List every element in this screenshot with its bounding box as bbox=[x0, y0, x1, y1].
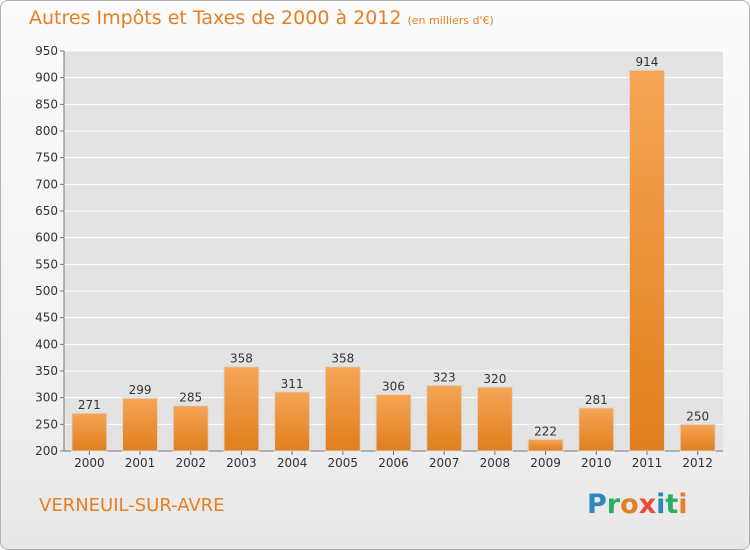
bar bbox=[527, 438, 564, 452]
y-tick-label: 400 bbox=[35, 337, 58, 351]
y-tick-label: 300 bbox=[35, 391, 58, 405]
bar bbox=[578, 407, 615, 452]
x-tick-label: 2002 bbox=[175, 456, 206, 470]
y-tick-label: 550 bbox=[35, 257, 58, 271]
y-tick-label: 800 bbox=[35, 124, 58, 138]
bar bbox=[122, 397, 159, 452]
logo-letter: P bbox=[587, 489, 607, 520]
plot-area bbox=[64, 51, 723, 451]
x-tick-label: 2005 bbox=[328, 456, 359, 470]
y-tick-label: 900 bbox=[35, 71, 58, 85]
logo-letter: x bbox=[638, 489, 657, 520]
bar-value-label: 914 bbox=[636, 55, 659, 69]
place-name: VERNEUIL-SUR-AVRE bbox=[39, 495, 225, 516]
x-tick-label: 2008 bbox=[480, 456, 511, 470]
y-tick-label: 200 bbox=[35, 444, 58, 458]
proxiti-logo: Proxiti bbox=[587, 489, 688, 520]
x-tick-label: 2007 bbox=[429, 456, 460, 470]
bar bbox=[324, 366, 361, 452]
bar-value-label: 250 bbox=[686, 409, 709, 423]
y-tick-label: 750 bbox=[35, 151, 58, 165]
x-tick-label: 2009 bbox=[530, 456, 561, 470]
x-tick-label: 2000 bbox=[74, 456, 105, 470]
x-tick-label: 2004 bbox=[277, 456, 308, 470]
x-tick-label: 2012 bbox=[682, 456, 713, 470]
y-tick-label: 500 bbox=[35, 284, 58, 298]
chart-title: Autres Impôts et Taxes de 2000 à 2012 (en… bbox=[29, 7, 494, 29]
bar bbox=[426, 384, 463, 452]
bar-value-label: 299 bbox=[129, 383, 152, 397]
bar-value-label: 281 bbox=[585, 393, 608, 407]
x-tick-label: 2011 bbox=[632, 456, 663, 470]
bar-value-label: 323 bbox=[433, 370, 456, 384]
y-tick-label: 600 bbox=[35, 231, 58, 245]
y-tick-label: 450 bbox=[35, 311, 58, 325]
chart-title-text: Autres Impôts et Taxes de 2000 à 2012 bbox=[29, 7, 402, 29]
bar-value-label: 358 bbox=[230, 352, 253, 366]
logo-letter: i bbox=[678, 489, 688, 520]
y-tick-label: 700 bbox=[35, 177, 58, 191]
bar bbox=[628, 69, 665, 452]
bar bbox=[223, 366, 260, 452]
bar bbox=[71, 412, 108, 452]
y-tick-label: 350 bbox=[35, 364, 58, 378]
y-tick-label: 850 bbox=[35, 97, 58, 111]
bar bbox=[274, 391, 311, 452]
logo-letter: t bbox=[665, 489, 679, 520]
logo-letter: i bbox=[656, 489, 666, 520]
y-tick-label: 950 bbox=[35, 44, 58, 58]
y-tick-label: 250 bbox=[35, 417, 58, 431]
x-tick-label: 2010 bbox=[581, 456, 612, 470]
bar-value-label: 285 bbox=[179, 391, 202, 405]
bar-value-label: 306 bbox=[382, 379, 405, 393]
x-tick-label: 2001 bbox=[125, 456, 156, 470]
x-tick-label: 2006 bbox=[378, 456, 409, 470]
chart-subtitle: (en milliers d'€) bbox=[407, 14, 494, 27]
bar bbox=[476, 386, 513, 452]
bar-value-label: 271 bbox=[78, 398, 101, 412]
logo-letter: r bbox=[606, 489, 621, 520]
bar-value-label: 358 bbox=[331, 352, 354, 366]
x-tick-label: 2003 bbox=[226, 456, 257, 470]
bar bbox=[375, 393, 412, 452]
bar-value-label: 222 bbox=[534, 424, 557, 438]
bar-value-label: 311 bbox=[281, 377, 304, 391]
bar bbox=[172, 405, 209, 452]
bar bbox=[679, 423, 716, 452]
logo-letter: o bbox=[620, 489, 639, 520]
bar-value-label: 320 bbox=[483, 372, 506, 386]
y-tick-label: 650 bbox=[35, 204, 58, 218]
